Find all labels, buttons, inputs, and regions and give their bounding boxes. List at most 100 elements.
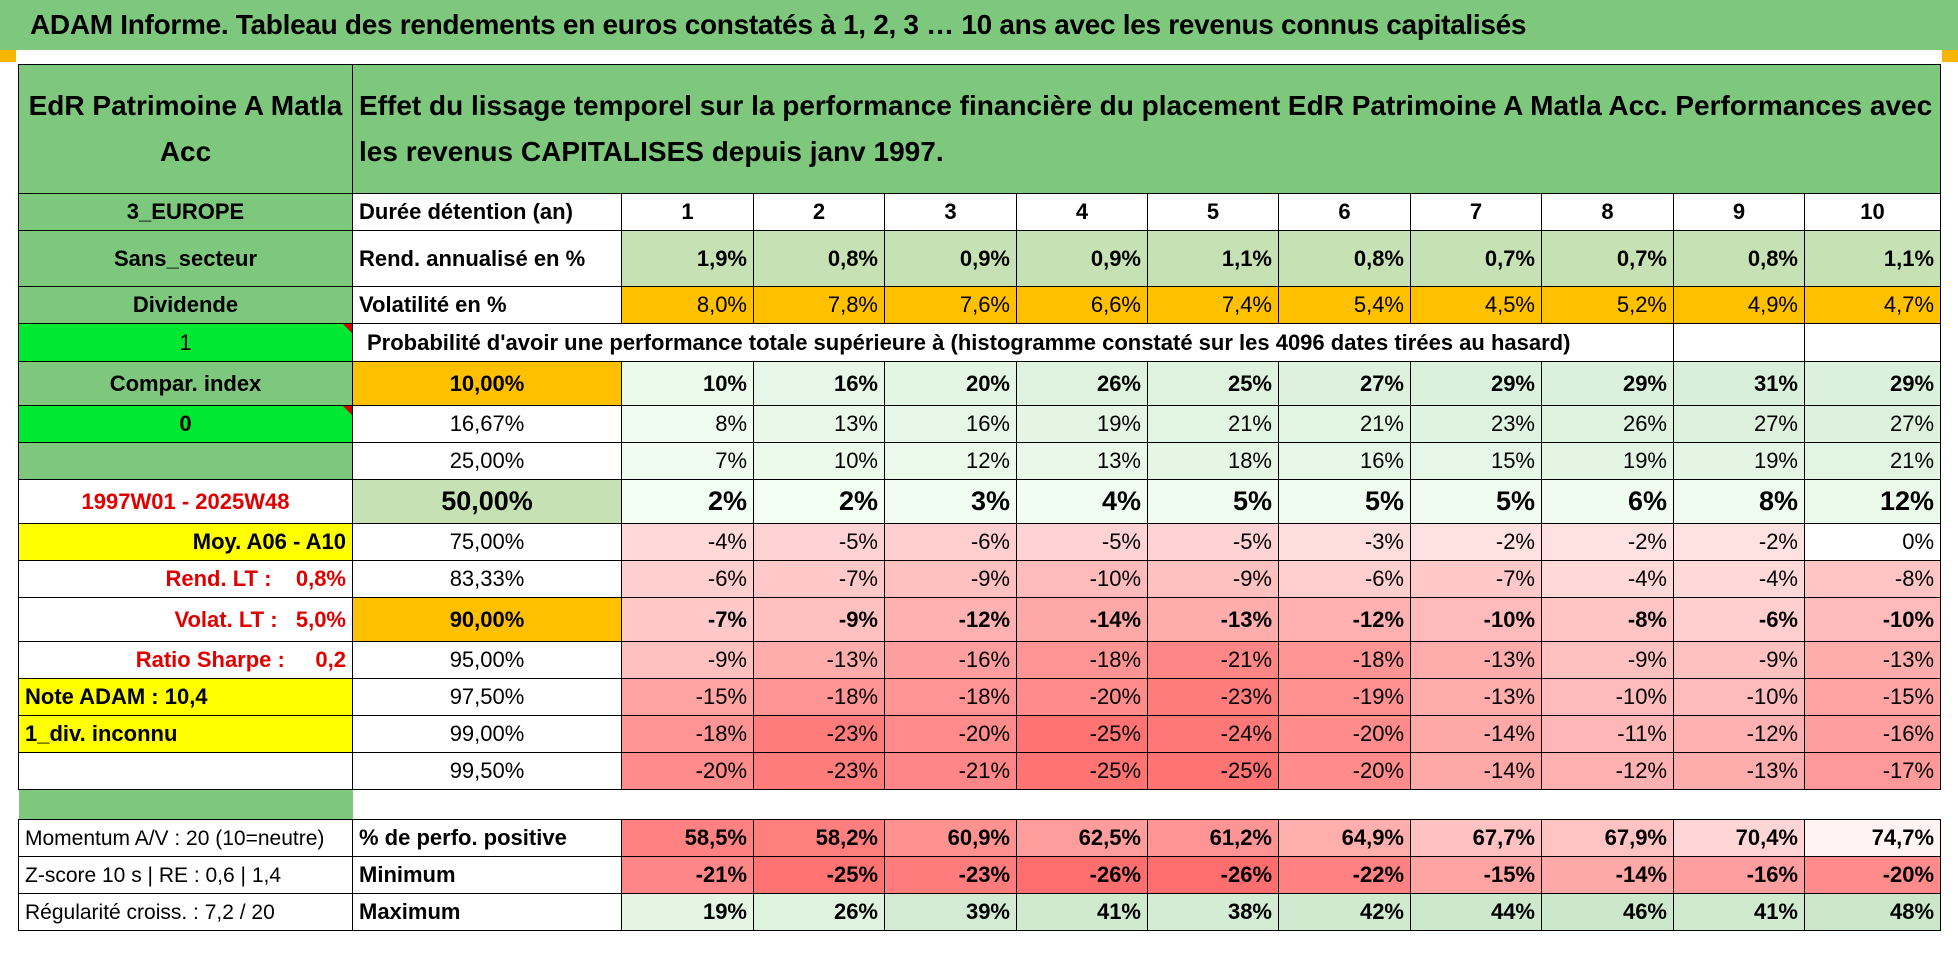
quantile-value: -2% [1541,523,1674,561]
quantile-value: -4% [1673,560,1805,598]
min-value-8: -14% [1541,856,1674,894]
min-value-4: -26% [1016,856,1148,894]
quantile-label: 83,33% [352,560,622,598]
rend-value-2: 0,8% [753,230,885,287]
probability-label: Probabilité d'avoir une performance tota… [352,323,1674,362]
quantile-value: 26% [1016,361,1148,406]
quantile-value: -25% [1016,752,1148,790]
vol-value-7: 4,5% [1410,286,1542,324]
quantile-value: -9% [753,597,885,642]
quantile-label: 25,00% [352,442,622,480]
pos-value-3: 60,9% [884,819,1017,857]
rend-value-10: 1,1% [1803,230,1942,287]
vol-value-1: 8,0% [621,286,754,324]
rend-label: Rend. annualisé en % [352,230,622,287]
vol-value-9: 4,9% [1673,286,1805,324]
max-label: Maximum [352,893,622,931]
min-value-2: -25% [753,856,885,894]
corner-marker-right [1942,50,1958,62]
max-value-8: 46% [1541,893,1674,931]
rend-value-9: 0,8% [1673,230,1805,287]
quantile-value: -25% [1147,752,1279,790]
empty-cell [18,752,353,790]
pos-value-1: 58,5% [621,819,754,857]
durations-value-10: 10 [1803,193,1942,231]
quantile-value: -16% [884,641,1017,679]
quantile-value: -23% [1147,678,1279,716]
min-value-5: -26% [1147,856,1279,894]
quantile-value: -4% [621,523,754,561]
quantile-value: -20% [1016,678,1148,716]
quantile-value: 3% [884,479,1017,524]
quantile-value: -15% [621,678,754,716]
quantile-value: -5% [1016,523,1148,561]
momentum-cell: Momentum A/V : 20 (10=neutre) [18,819,353,857]
max-value-10: 48% [1803,893,1942,931]
quantile-value: -20% [1278,715,1411,753]
region-cell: 3_EUROPE [18,193,353,231]
max-value-2: 26% [753,893,885,931]
durations-value-7: 7 [1410,193,1542,231]
quantile-value: 21% [1147,405,1279,443]
quantile-value: -20% [1278,752,1411,790]
quantile-value: -7% [621,597,754,642]
quantile-value: -10% [1016,560,1148,598]
quantile-value: -21% [1147,641,1279,679]
pos-value-9: 70,4% [1673,819,1805,857]
quantile-value: 8% [1673,479,1805,524]
quantile-value: -18% [884,678,1017,716]
durations-value-6: 6 [1278,193,1411,231]
quantile-value: -15% [1803,678,1942,716]
quantile-value: -4% [1541,560,1674,598]
dividend-cell: Dividende [18,286,353,324]
quantile-value: -5% [753,523,885,561]
regularite-cell: Régularité croiss. : 7,2 / 20 [18,893,353,931]
quantile-value: 19% [1016,405,1148,443]
quantile-value: 5% [1410,479,1542,524]
rend-value-6: 0,8% [1278,230,1411,287]
quantile-value: 6% [1541,479,1674,524]
quantile-value: 10% [621,361,754,406]
report-title: ADAM Informe. Tableau des rendements en … [0,0,1958,50]
quantile-value: -9% [1541,641,1674,679]
spacer-green [18,789,353,820]
quantile-value: 12% [884,442,1017,480]
quantile-value: 21% [1278,405,1411,443]
durations-value-2: 2 [753,193,885,231]
returns-table: EdR Patrimoine A Matla Acc Effet du liss… [18,64,1942,931]
vol-value-10: 4,7% [1803,286,1942,324]
empty-green-cell [18,442,353,480]
max-value-7: 44% [1410,893,1542,931]
vol-value-8: 5,2% [1541,286,1674,324]
quantile-value: -6% [1278,560,1411,598]
max-value-5: 38% [1147,893,1279,931]
quantile-value: -14% [1016,597,1148,642]
quantile-value: -13% [1410,678,1542,716]
quantile-value: -19% [1278,678,1411,716]
durations-value-5: 5 [1147,193,1279,231]
quantile-value: -14% [1410,715,1542,753]
description-cell: Effet du lissage temporel sur la perform… [351,64,1942,194]
min-value-6: -22% [1278,856,1411,894]
quantile-value: -12% [1278,597,1411,642]
quantile-value: -18% [1016,641,1148,679]
quantile-value: 5% [1278,479,1411,524]
quantile-value: -18% [1278,641,1411,679]
quantile-value: -13% [1673,752,1805,790]
max-value-6: 42% [1278,893,1411,931]
quantile-value: -18% [753,678,885,716]
quantile-value: -14% [1410,752,1542,790]
pos-value-2: 58,2% [753,819,885,857]
min-value-9: -16% [1673,856,1805,894]
min-value-1: -21% [621,856,754,894]
min-value-10: -20% [1803,856,1942,894]
rend-value-7: 0,7% [1410,230,1542,287]
quantile-value: -9% [884,560,1017,598]
quantile-value: -6% [884,523,1017,561]
vol-label: Volatilité en % [352,286,622,324]
flag-zero-cell: 0 [18,405,353,443]
quantile-value: 7% [621,442,754,480]
quantile-label: 10,00% [352,361,622,406]
quantile-value: -9% [621,641,754,679]
quantile-label: 16,67% [352,405,622,443]
